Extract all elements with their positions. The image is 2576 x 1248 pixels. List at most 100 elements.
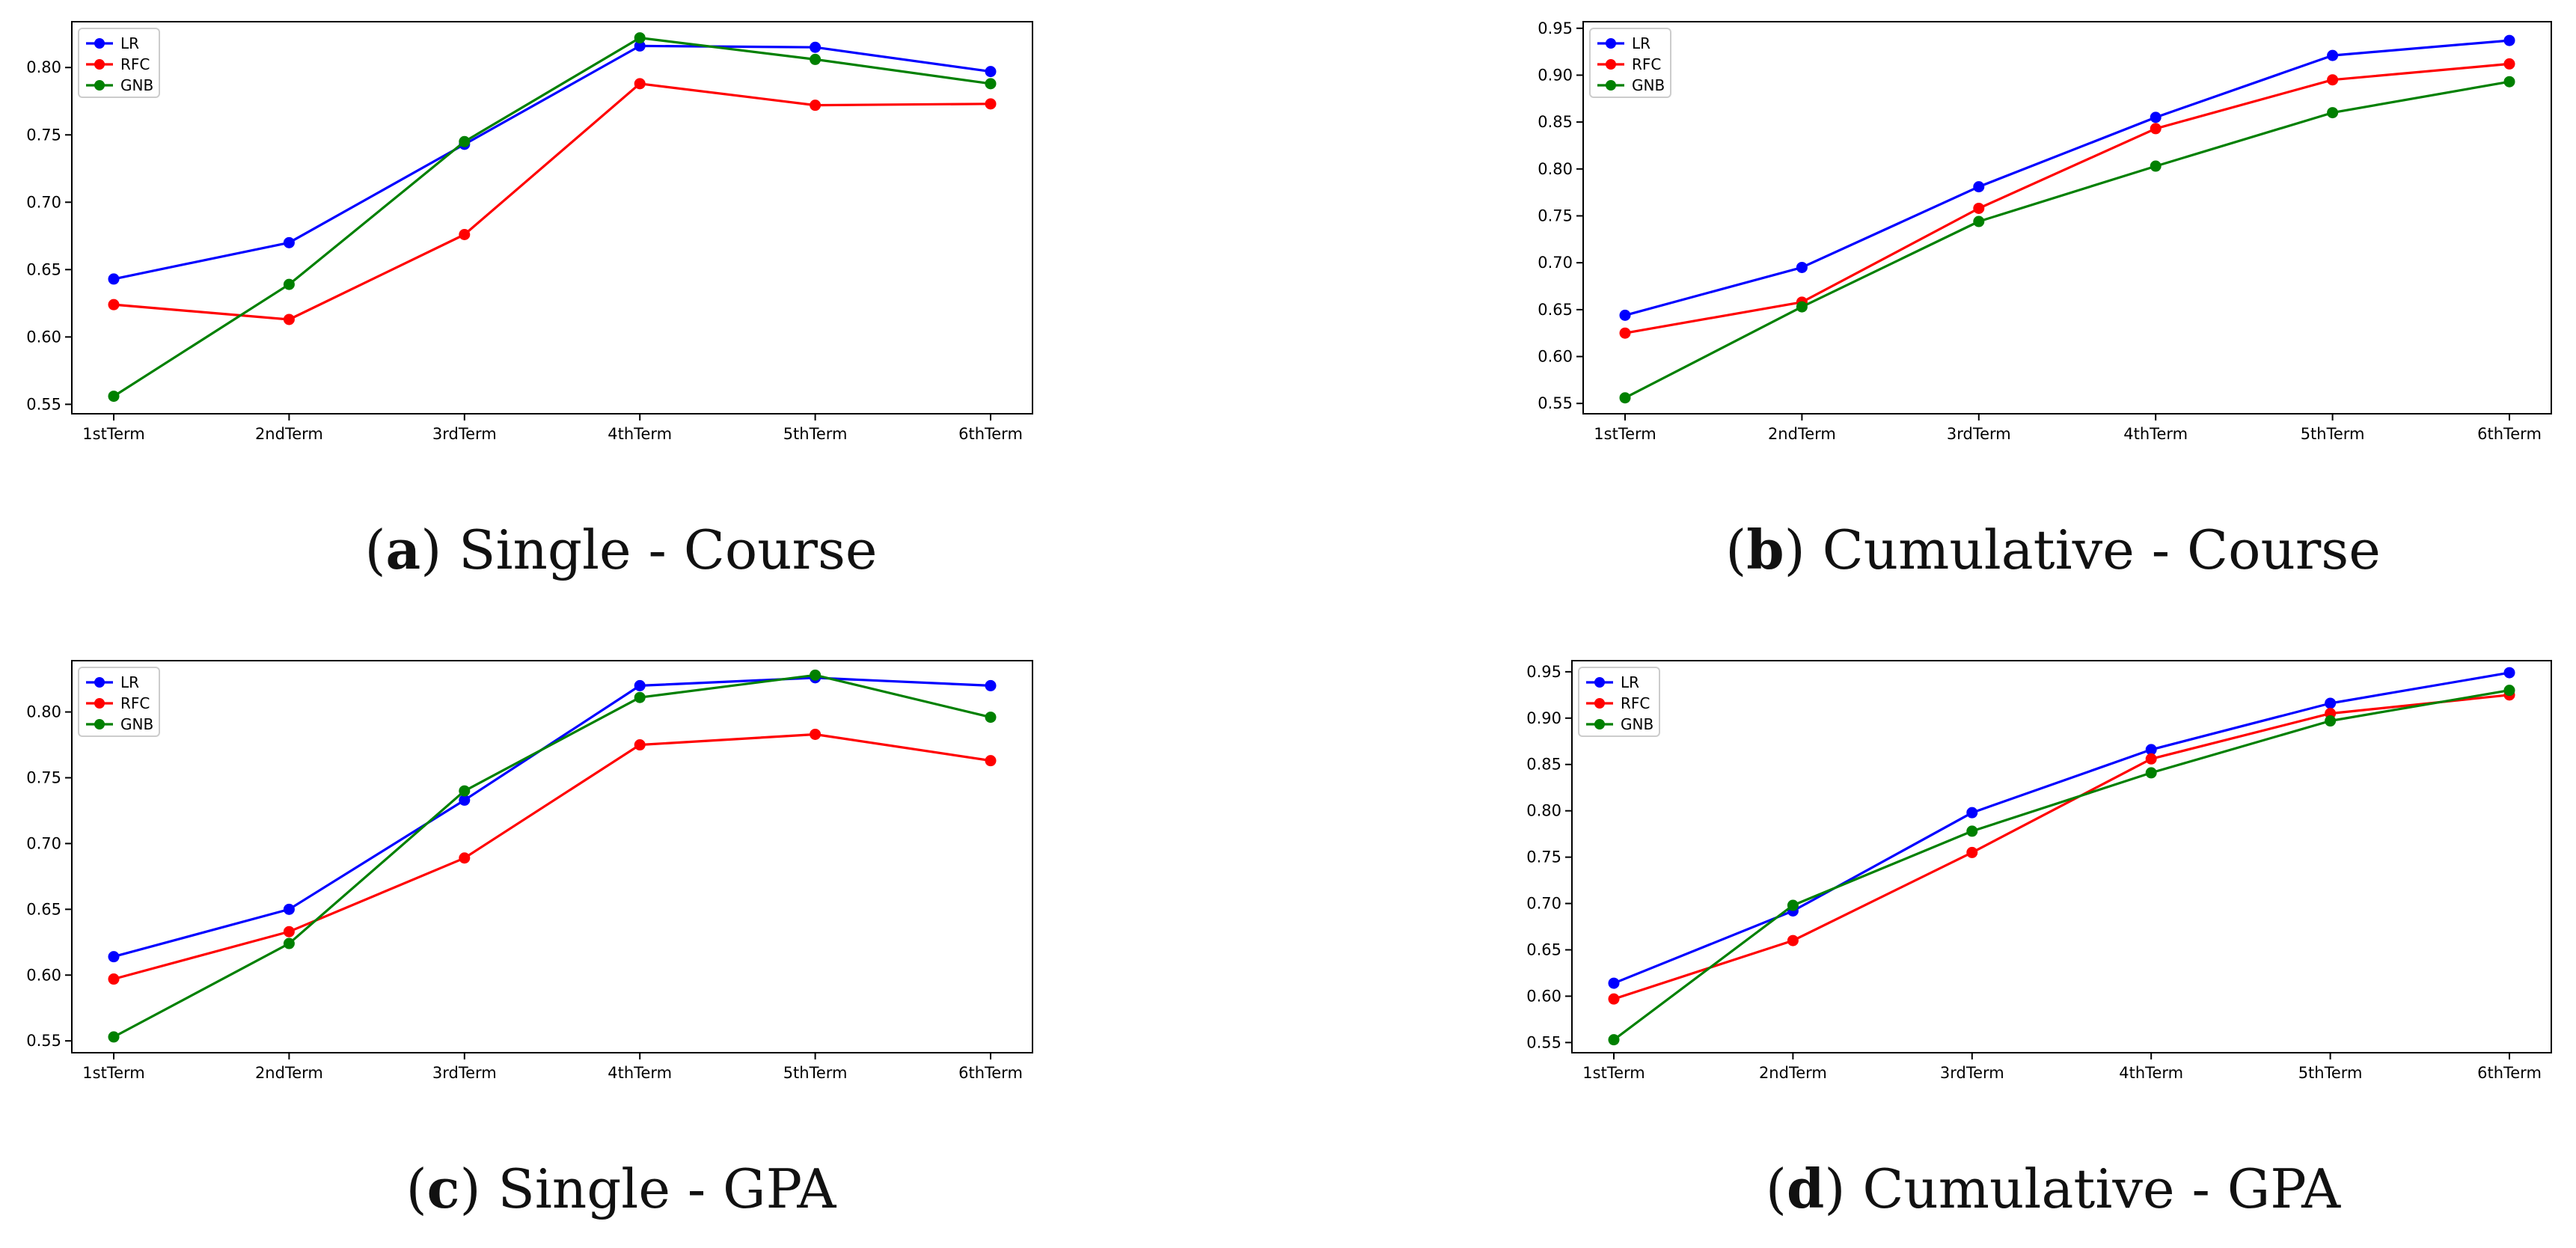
series-lr-point [108,273,120,285]
y-tick-label: 0.85 [1538,113,1573,131]
series-gnb-point [1608,1034,1620,1046]
legend-lr-label: LR [120,34,139,52]
series-gnb-point [1787,899,1799,911]
y-tick-label: 0.80 [26,703,61,721]
x-tick-label: 5thTerm [783,1064,848,1082]
y-tick-label: 0.65 [1526,940,1561,958]
series-gnb-line [1613,689,2510,1041]
legend-gnb-marker [94,80,105,91]
chart-c: 0.55 0.60 0.65 0.70 0.75 0.80 1stTerm 2ndTerm 3r… [26,660,1033,1082]
y-tick-label: 0.70 [1526,895,1561,913]
x-tick-label: 1stTerm [82,425,144,443]
series-gnb-line [113,36,991,397]
caption-b-letter: b [1746,518,1784,581]
series-gnb-line [113,673,991,1039]
series-lr-line [1613,671,2510,985]
y-tick-label: 0.70 [26,193,61,211]
legend-gnb-marker [1594,719,1605,729]
series-rfc-line [113,732,991,981]
series-gnb-point [1973,215,1985,227]
series-gnb-point [634,32,646,44]
series-gnb-point [985,78,997,90]
y-tick-label: 0.90 [1538,66,1573,84]
x-tick-label: 3rdTerm [1940,1064,2004,1082]
series-lr-point [283,903,295,915]
y-tick-label: 0.85 [1526,756,1561,774]
series-gnb-point [1619,392,1631,404]
series-lr-point [985,679,997,691]
series-gnb-point [985,712,997,724]
y-tick-label: 0.95 [1526,663,1561,681]
legend-rfc-label: RFC [120,55,150,73]
caption-a: (a) Single - Course [364,518,878,581]
y-tick-label: 0.65 [26,260,61,278]
series-gnb-point [459,785,471,797]
legend: LR RFC GNB [1589,28,1671,98]
series-gnb-point [2145,767,2157,779]
legend-gnb-marker [94,719,105,729]
x-tick-label: 3rdTerm [432,1064,497,1082]
legend: LR RFC GNB [1578,667,1660,737]
y-tick-label: 0.60 [26,966,61,984]
x-tick-label: 5thTerm [2301,425,2365,443]
series-gnb-point [2150,160,2162,172]
y-tick-label: 0.60 [26,328,61,346]
y-tick-label: 0.55 [1538,394,1573,412]
series-rfc-point [985,98,997,110]
plot-frame [71,660,1033,1053]
plot-frame [1571,660,2552,1053]
x-tick-label: 5thTerm [2298,1064,2363,1082]
series-lr-point [1608,977,1620,989]
legend-lr-label: LR [1632,34,1650,52]
series-lr-point [2150,111,2162,123]
series-gnb-point [283,937,295,949]
series-gnb-point [634,691,646,703]
legend-lr-marker [94,38,105,49]
series-gnb-point [2325,715,2337,727]
series-lr-point [2325,697,2337,709]
legend-lr-marker [1594,677,1605,688]
series-gnb-point [2327,107,2339,119]
y-tick-label: 0.55 [1526,1033,1561,1051]
series-rfc-line [1624,62,2510,334]
legend-lr-marker [1606,38,1616,49]
chart-b: 0.55 0.60 0.65 0.70 0.75 0.80 0.85 0.90 0.95 1stT… [1538,19,2552,443]
series-lr-point [2327,49,2339,61]
series-rfc-point [283,926,295,937]
series-gnb-point [810,669,822,681]
series-lr-point [283,236,295,248]
series-rfc-point [634,739,646,751]
caption-b: (b) Cumulative - Course [1725,518,2381,581]
series-lr-point [634,40,646,52]
y-tick-label: 0.75 [1526,848,1561,866]
x-tick-label: 6thTerm [958,1064,1023,1082]
x-tick-label: 2ndTerm [1768,425,1836,443]
series-rfc-point [1966,846,1978,858]
legend-rfc-label: RFC [120,694,150,712]
series-gnb-point [810,53,822,65]
x-tick-label: 6thTerm [2477,1064,2542,1082]
series-rfc-point [2145,753,2157,765]
x-tick-label: 1stTerm [1582,1064,1645,1082]
series-rfc-point [985,755,997,767]
caption-a-letter: a [385,518,421,581]
caption-d-text: Cumulative - GPA [1845,1157,2341,1220]
y-tick-label: 0.65 [26,900,61,918]
y-tick-label: 0.75 [26,768,61,786]
y-tick-label: 0.80 [1538,160,1573,178]
series-lr-point [108,951,120,963]
caption-a-text: Single - Course [441,519,878,581]
series-gnb-point [108,1031,120,1043]
x-tick-label: 5thTerm [783,425,848,443]
legend: LR RFC GNB [78,28,160,98]
series-lr-line [113,44,991,281]
caption-c-letter: c [426,1157,460,1220]
series-gnb-point [1796,301,1808,313]
x-tick-label: 1stTerm [82,1064,144,1082]
legend-rfc-marker [94,59,105,70]
series-rfc-point [283,313,295,325]
series-rfc-point [1787,935,1799,946]
y-tick-label: 0.70 [26,834,61,852]
x-tick-label: 2ndTerm [255,425,323,443]
